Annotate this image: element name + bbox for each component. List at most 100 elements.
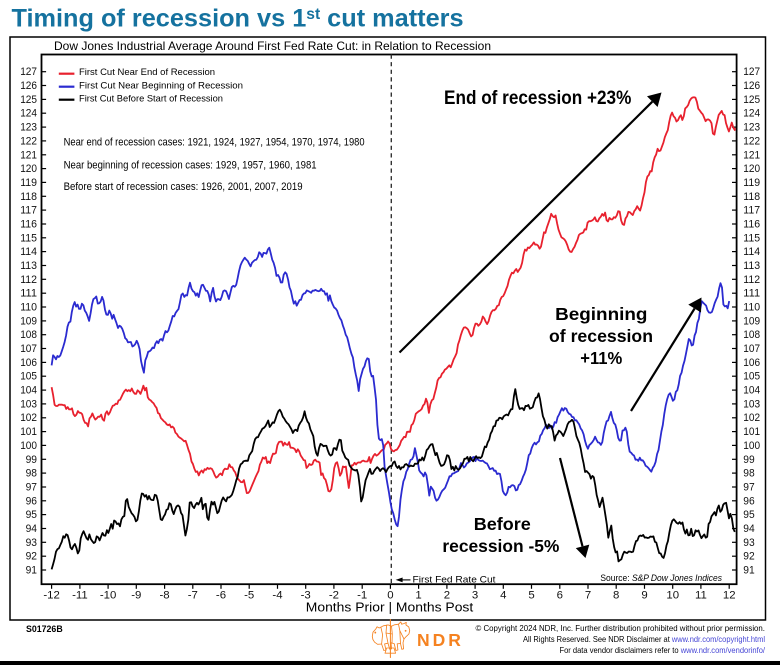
svg-text:5: 5 [528, 589, 534, 601]
svg-text:122: 122 [20, 135, 37, 147]
svg-text:119: 119 [20, 177, 37, 189]
svg-text:98: 98 [26, 468, 37, 480]
svg-text:Near end of recession cases: 1: Near end of recession cases: 1921, 1924,… [64, 136, 365, 148]
svg-text:93: 93 [26, 537, 37, 549]
svg-text:-12: -12 [43, 589, 59, 601]
svg-text:113: 113 [20, 260, 37, 272]
svg-text:108: 108 [743, 329, 760, 341]
svg-text:92: 92 [743, 551, 754, 563]
svg-text:For data vendor disclaimers re: For data vendor disclaimers refer to www… [560, 645, 766, 655]
svg-text:-5: -5 [244, 589, 254, 601]
svg-text:114: 114 [743, 246, 760, 258]
svg-text:11: 11 [695, 589, 707, 601]
svg-text:119: 119 [743, 177, 760, 189]
svg-text:99: 99 [743, 454, 754, 466]
svg-text:2: 2 [444, 589, 450, 601]
svg-text:-9: -9 [131, 589, 141, 601]
svg-text:-10: -10 [100, 589, 116, 601]
svg-text:110: 110 [743, 302, 760, 314]
svg-text:Timing of recession vs 1st cut: Timing of recession vs 1st cut matters [12, 5, 464, 33]
svg-text:108: 108 [20, 329, 37, 341]
svg-text:Source: S&P Dow Jones Indices: Source: S&P Dow Jones Indices [600, 573, 722, 583]
svg-text:First Cut Near End of Recessio: First Cut Near End of Recession [79, 66, 215, 77]
svg-text:107: 107 [743, 343, 760, 355]
svg-text:125: 125 [20, 94, 37, 106]
svg-text:117: 117 [743, 205, 760, 217]
svg-text:120: 120 [743, 163, 760, 175]
svg-text:123: 123 [20, 122, 37, 134]
svg-text:114: 114 [20, 246, 37, 258]
svg-text:109: 109 [20, 315, 37, 327]
svg-text:Before: Before [474, 514, 531, 534]
svg-text:126: 126 [20, 80, 37, 92]
svg-text:106: 106 [743, 357, 760, 369]
svg-text:All Rights Reserved. See NDR D: All Rights Reserved. See NDR Disclaimer … [523, 634, 765, 644]
svg-text:116: 116 [743, 219, 760, 231]
svg-text:99: 99 [26, 454, 37, 466]
svg-text:First Cut Before Start of Rece: First Cut Before Start of Recession [79, 92, 223, 103]
svg-text:127: 127 [743, 66, 760, 78]
svg-text:of recession: of recession [549, 326, 653, 346]
svg-text:S01726B: S01726B [26, 624, 63, 634]
svg-text:NDR: NDR [417, 630, 464, 650]
svg-text:118: 118 [20, 191, 37, 203]
svg-text:10: 10 [666, 589, 679, 601]
svg-text:102: 102 [20, 412, 37, 424]
svg-text:-7: -7 [188, 589, 198, 601]
svg-text:97: 97 [743, 482, 754, 494]
svg-text:-6: -6 [216, 589, 226, 601]
svg-text:105: 105 [743, 371, 760, 383]
svg-text:8: 8 [613, 589, 619, 601]
svg-text:105: 105 [20, 371, 37, 383]
svg-text:91: 91 [743, 565, 754, 577]
svg-text:103: 103 [743, 398, 760, 410]
svg-text:125: 125 [743, 94, 760, 106]
svg-text:117: 117 [20, 205, 37, 217]
svg-text:End of recession +23%: End of recession +23% [444, 88, 631, 109]
svg-text:121: 121 [743, 149, 760, 161]
svg-text:92: 92 [26, 551, 37, 563]
svg-text:First Cut Near Beginning of Re: First Cut Near Beginning of Recession [79, 79, 243, 90]
svg-text:115: 115 [743, 232, 760, 244]
svg-text:101: 101 [20, 426, 37, 438]
svg-text:115: 115 [20, 232, 37, 244]
svg-text:-3: -3 [301, 589, 311, 601]
svg-text:94: 94 [26, 523, 37, 535]
svg-text:113: 113 [743, 260, 760, 272]
svg-text:95: 95 [26, 509, 37, 521]
svg-text:97: 97 [26, 482, 37, 494]
svg-text:122: 122 [743, 135, 760, 147]
svg-text:3: 3 [472, 589, 478, 601]
svg-text:96: 96 [26, 495, 37, 507]
svg-text:-11: -11 [72, 589, 88, 601]
svg-text:123: 123 [743, 122, 760, 134]
svg-text:6: 6 [557, 589, 563, 601]
svg-text:104: 104 [20, 385, 37, 397]
svg-text:7: 7 [585, 589, 591, 601]
svg-text:© Copyright 2024 NDR, Inc. Fur: © Copyright 2024 NDR, Inc. Further distr… [476, 623, 766, 633]
svg-text:120: 120 [20, 163, 37, 175]
svg-text:116: 116 [20, 219, 37, 231]
svg-text:-4: -4 [272, 589, 282, 601]
svg-text:4: 4 [500, 589, 506, 601]
svg-text:126: 126 [743, 80, 760, 92]
svg-text:112: 112 [20, 274, 37, 286]
svg-text:Near beginning of recession ca: Near beginning of recession cases: 1929,… [64, 159, 317, 171]
svg-text:103: 103 [20, 398, 37, 410]
svg-text:124: 124 [743, 108, 760, 120]
svg-text:102: 102 [743, 412, 760, 424]
svg-text:109: 109 [743, 315, 760, 327]
svg-text:101: 101 [743, 426, 760, 438]
svg-text:9: 9 [641, 589, 647, 601]
svg-text:94: 94 [743, 523, 754, 535]
svg-text:95: 95 [743, 509, 754, 521]
svg-text:Months Prior | Months Post: Months Prior | Months Post [306, 600, 474, 615]
svg-text:110: 110 [20, 302, 37, 314]
svg-text:12: 12 [723, 589, 736, 601]
svg-text:93: 93 [743, 537, 754, 549]
svg-text:Beginning: Beginning [555, 304, 647, 324]
svg-text:112: 112 [743, 274, 760, 286]
svg-text:91: 91 [26, 565, 37, 577]
svg-text:-8: -8 [160, 589, 170, 601]
svg-text:1: 1 [415, 589, 421, 601]
